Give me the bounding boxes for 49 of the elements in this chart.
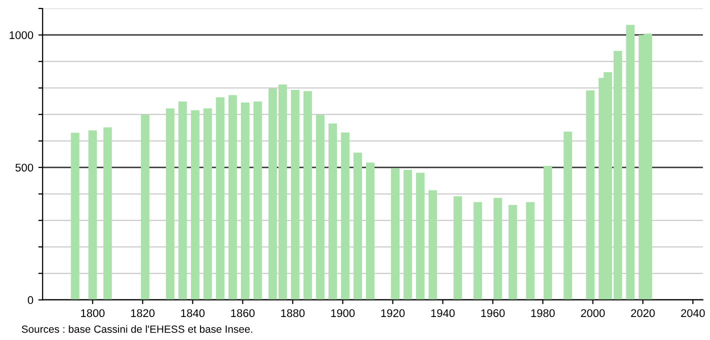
x-tick-label: 1980	[531, 309, 555, 318]
bar	[190, 110, 200, 300]
bar	[340, 132, 350, 300]
bar	[404, 170, 412, 300]
bar	[166, 108, 174, 300]
x-tick-label: 2040	[681, 309, 705, 318]
x-tick-label: 1880	[281, 309, 305, 318]
x-tick-label: 1820	[131, 309, 155, 318]
bar	[203, 108, 212, 300]
bar	[328, 123, 337, 300]
bar	[240, 102, 250, 300]
x-tick-label: 1960	[481, 309, 505, 318]
bar	[474, 202, 482, 300]
x-tick-label: 1860	[231, 309, 255, 318]
x-tick-label: 1900	[331, 309, 355, 318]
y-tick-label: 500	[15, 164, 34, 172]
bar	[216, 97, 224, 300]
bar	[626, 24, 635, 300]
bar	[494, 198, 502, 300]
x-tick-label: 2020	[631, 309, 655, 318]
bar	[353, 152, 362, 300]
bar	[140, 114, 150, 300]
x-tick-label: 2000	[581, 309, 605, 318]
bar	[253, 101, 262, 300]
x-tick-label: 1800	[81, 309, 105, 318]
bar	[88, 130, 97, 300]
source-note: Sources : base Cassini de l'EHESS et base Insee.	[22, 325, 252, 333]
bar	[366, 162, 374, 300]
y-tick-label: 1000	[10, 31, 34, 40]
y-tick-label: 0	[28, 296, 34, 304]
bar	[508, 205, 518, 300]
bar	[586, 90, 595, 300]
bar	[391, 168, 400, 300]
bar	[416, 172, 425, 300]
bar	[316, 114, 324, 300]
x-tick-label: 1920	[381, 309, 405, 318]
bar	[103, 127, 112, 300]
bar	[303, 91, 312, 300]
bar	[290, 90, 300, 300]
bar	[526, 202, 535, 300]
bar	[564, 132, 572, 300]
bar	[454, 196, 462, 300]
bar	[228, 95, 237, 300]
x-tick-label: 1840	[181, 309, 205, 318]
x-tick-label: 1940	[431, 309, 455, 318]
bar	[70, 132, 80, 300]
bar	[178, 101, 187, 300]
bar	[428, 190, 438, 300]
bar	[544, 166, 552, 300]
